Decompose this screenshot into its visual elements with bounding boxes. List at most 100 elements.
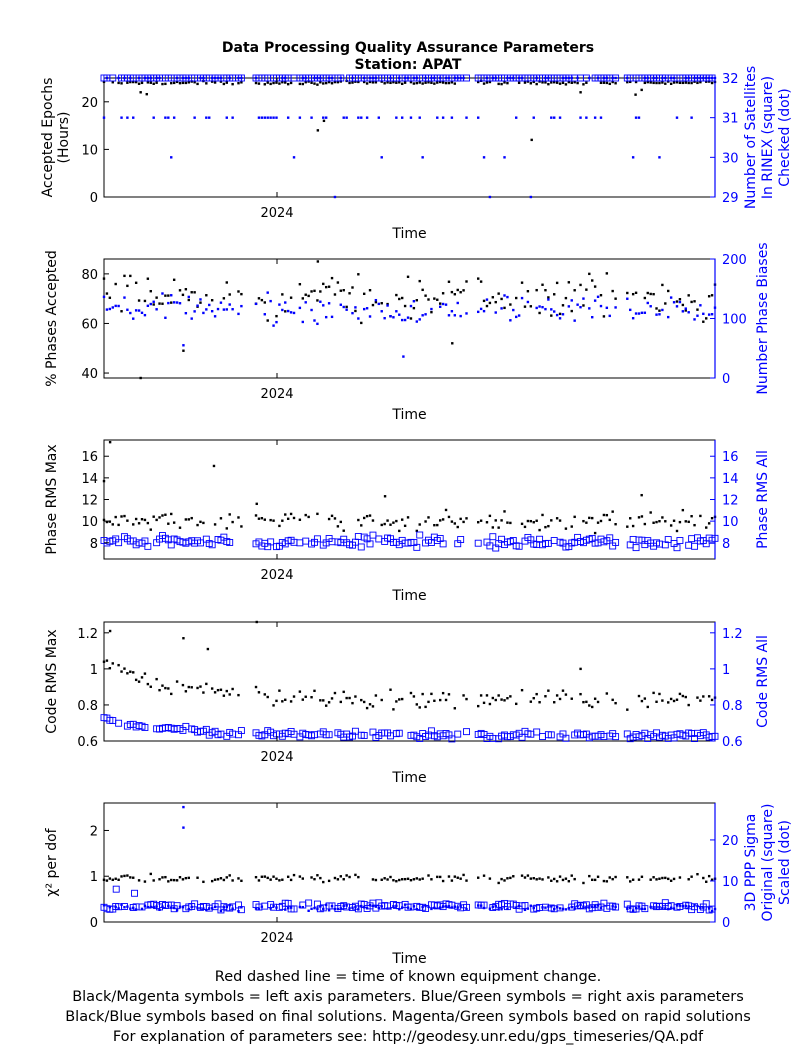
- data-dot: [555, 313, 559, 317]
- data-dot: [661, 283, 664, 287]
- data-dot: [643, 311, 647, 314]
- yr-tick-label: 200: [722, 253, 747, 268]
- data-dot: [260, 875, 264, 878]
- data-dot: [684, 307, 687, 310]
- data-dot: [354, 80, 357, 83]
- data-dot: [123, 76, 126, 80]
- data-dot: [611, 877, 614, 881]
- data-dot: [313, 289, 316, 293]
- data-dot: [667, 315, 670, 319]
- data-dot: [126, 284, 129, 288]
- data-dot: [418, 318, 421, 321]
- data-dot: [637, 116, 641, 119]
- data-dot: [149, 872, 152, 876]
- data-dot: [675, 81, 679, 84]
- data-dot: [322, 699, 325, 702]
- data-dot: [678, 300, 682, 304]
- data-dot: [555, 81, 559, 84]
- data-dot: [532, 696, 535, 700]
- data-dot: [161, 82, 164, 86]
- data-dot: [573, 81, 576, 84]
- data-dot: [362, 80, 366, 84]
- data-dot: [210, 309, 214, 313]
- data-dot: [392, 905, 395, 908]
- y-tick-label: 1: [90, 663, 98, 678]
- data-dot: [181, 293, 185, 297]
- data-dot: [187, 518, 190, 521]
- data-dot: [357, 518, 360, 522]
- data-dot: [509, 76, 512, 80]
- data-dot: [316, 129, 320, 132]
- data-dot: [614, 701, 617, 705]
- data-dot: [129, 76, 132, 80]
- data-dot: [395, 81, 398, 84]
- data-dot: [284, 908, 287, 911]
- data-dot: [114, 905, 117, 909]
- data-dot: [705, 880, 708, 883]
- data-dot: [167, 294, 170, 297]
- data-dot: [412, 695, 416, 698]
- data-dot: [345, 696, 348, 700]
- data-dot: [284, 301, 287, 304]
- data-dot: [175, 680, 179, 683]
- data-dot: [178, 526, 182, 529]
- data-dot: [479, 904, 483, 907]
- data-dot: [579, 116, 582, 119]
- yr-tick-label: 14: [722, 472, 739, 487]
- data-dot: [530, 138, 533, 142]
- data-dot: [400, 518, 404, 521]
- data-dot: [699, 514, 702, 518]
- chart-title: Data Processing Quality Assurance Parame…: [222, 40, 594, 56]
- data-dot: [199, 76, 202, 80]
- data-dot: [710, 516, 714, 520]
- data-square: [515, 542, 523, 550]
- plot-frame: [103, 439, 716, 560]
- data-dot: [210, 80, 214, 83]
- data-square: [547, 731, 555, 739]
- data-dot: [117, 878, 120, 881]
- data-dot: [558, 312, 562, 316]
- data-dot: [447, 515, 451, 519]
- data-dot: [488, 301, 492, 305]
- data-dot: [105, 520, 109, 524]
- data-dot: [190, 317, 193, 320]
- data-dot: [547, 82, 550, 86]
- data-dot: [108, 629, 112, 633]
- data-dot: [564, 83, 568, 86]
- data-dot: [389, 907, 392, 910]
- data-dot: [661, 76, 664, 80]
- data-dot: [412, 306, 416, 310]
- data-dot: [477, 904, 480, 907]
- data-dot: [374, 76, 378, 80]
- data-dot: [629, 880, 632, 883]
- data-dot: [403, 304, 407, 308]
- data-dot: [386, 81, 389, 84]
- data-dot: [479, 694, 483, 697]
- data-dot: [588, 272, 591, 276]
- data-dot: [140, 81, 144, 85]
- data-dot: [561, 313, 565, 316]
- data-dot: [438, 519, 442, 522]
- data-dot: [371, 303, 375, 307]
- data-dot: [605, 306, 609, 310]
- yr-tick-label: 1: [722, 663, 730, 678]
- data-dot: [336, 80, 340, 84]
- data-dot: [108, 440, 112, 444]
- data-dot: [213, 315, 217, 318]
- data-dot: [614, 523, 617, 526]
- data-dot: [447, 875, 451, 878]
- x-axis-label: Time: [391, 226, 426, 242]
- data-dot: [532, 80, 535, 84]
- data-dot: [231, 879, 234, 882]
- data-square: [115, 719, 123, 727]
- data-dot: [111, 662, 114, 665]
- data-dot: [494, 519, 497, 522]
- data-dot: [629, 308, 632, 312]
- data-dot: [585, 81, 588, 84]
- data-dot: [462, 76, 465, 80]
- data-dot: [500, 307, 503, 310]
- data-dot: [605, 81, 609, 85]
- data-dot: [591, 316, 594, 319]
- data-dot: [170, 301, 173, 304]
- data-dot: [500, 297, 503, 301]
